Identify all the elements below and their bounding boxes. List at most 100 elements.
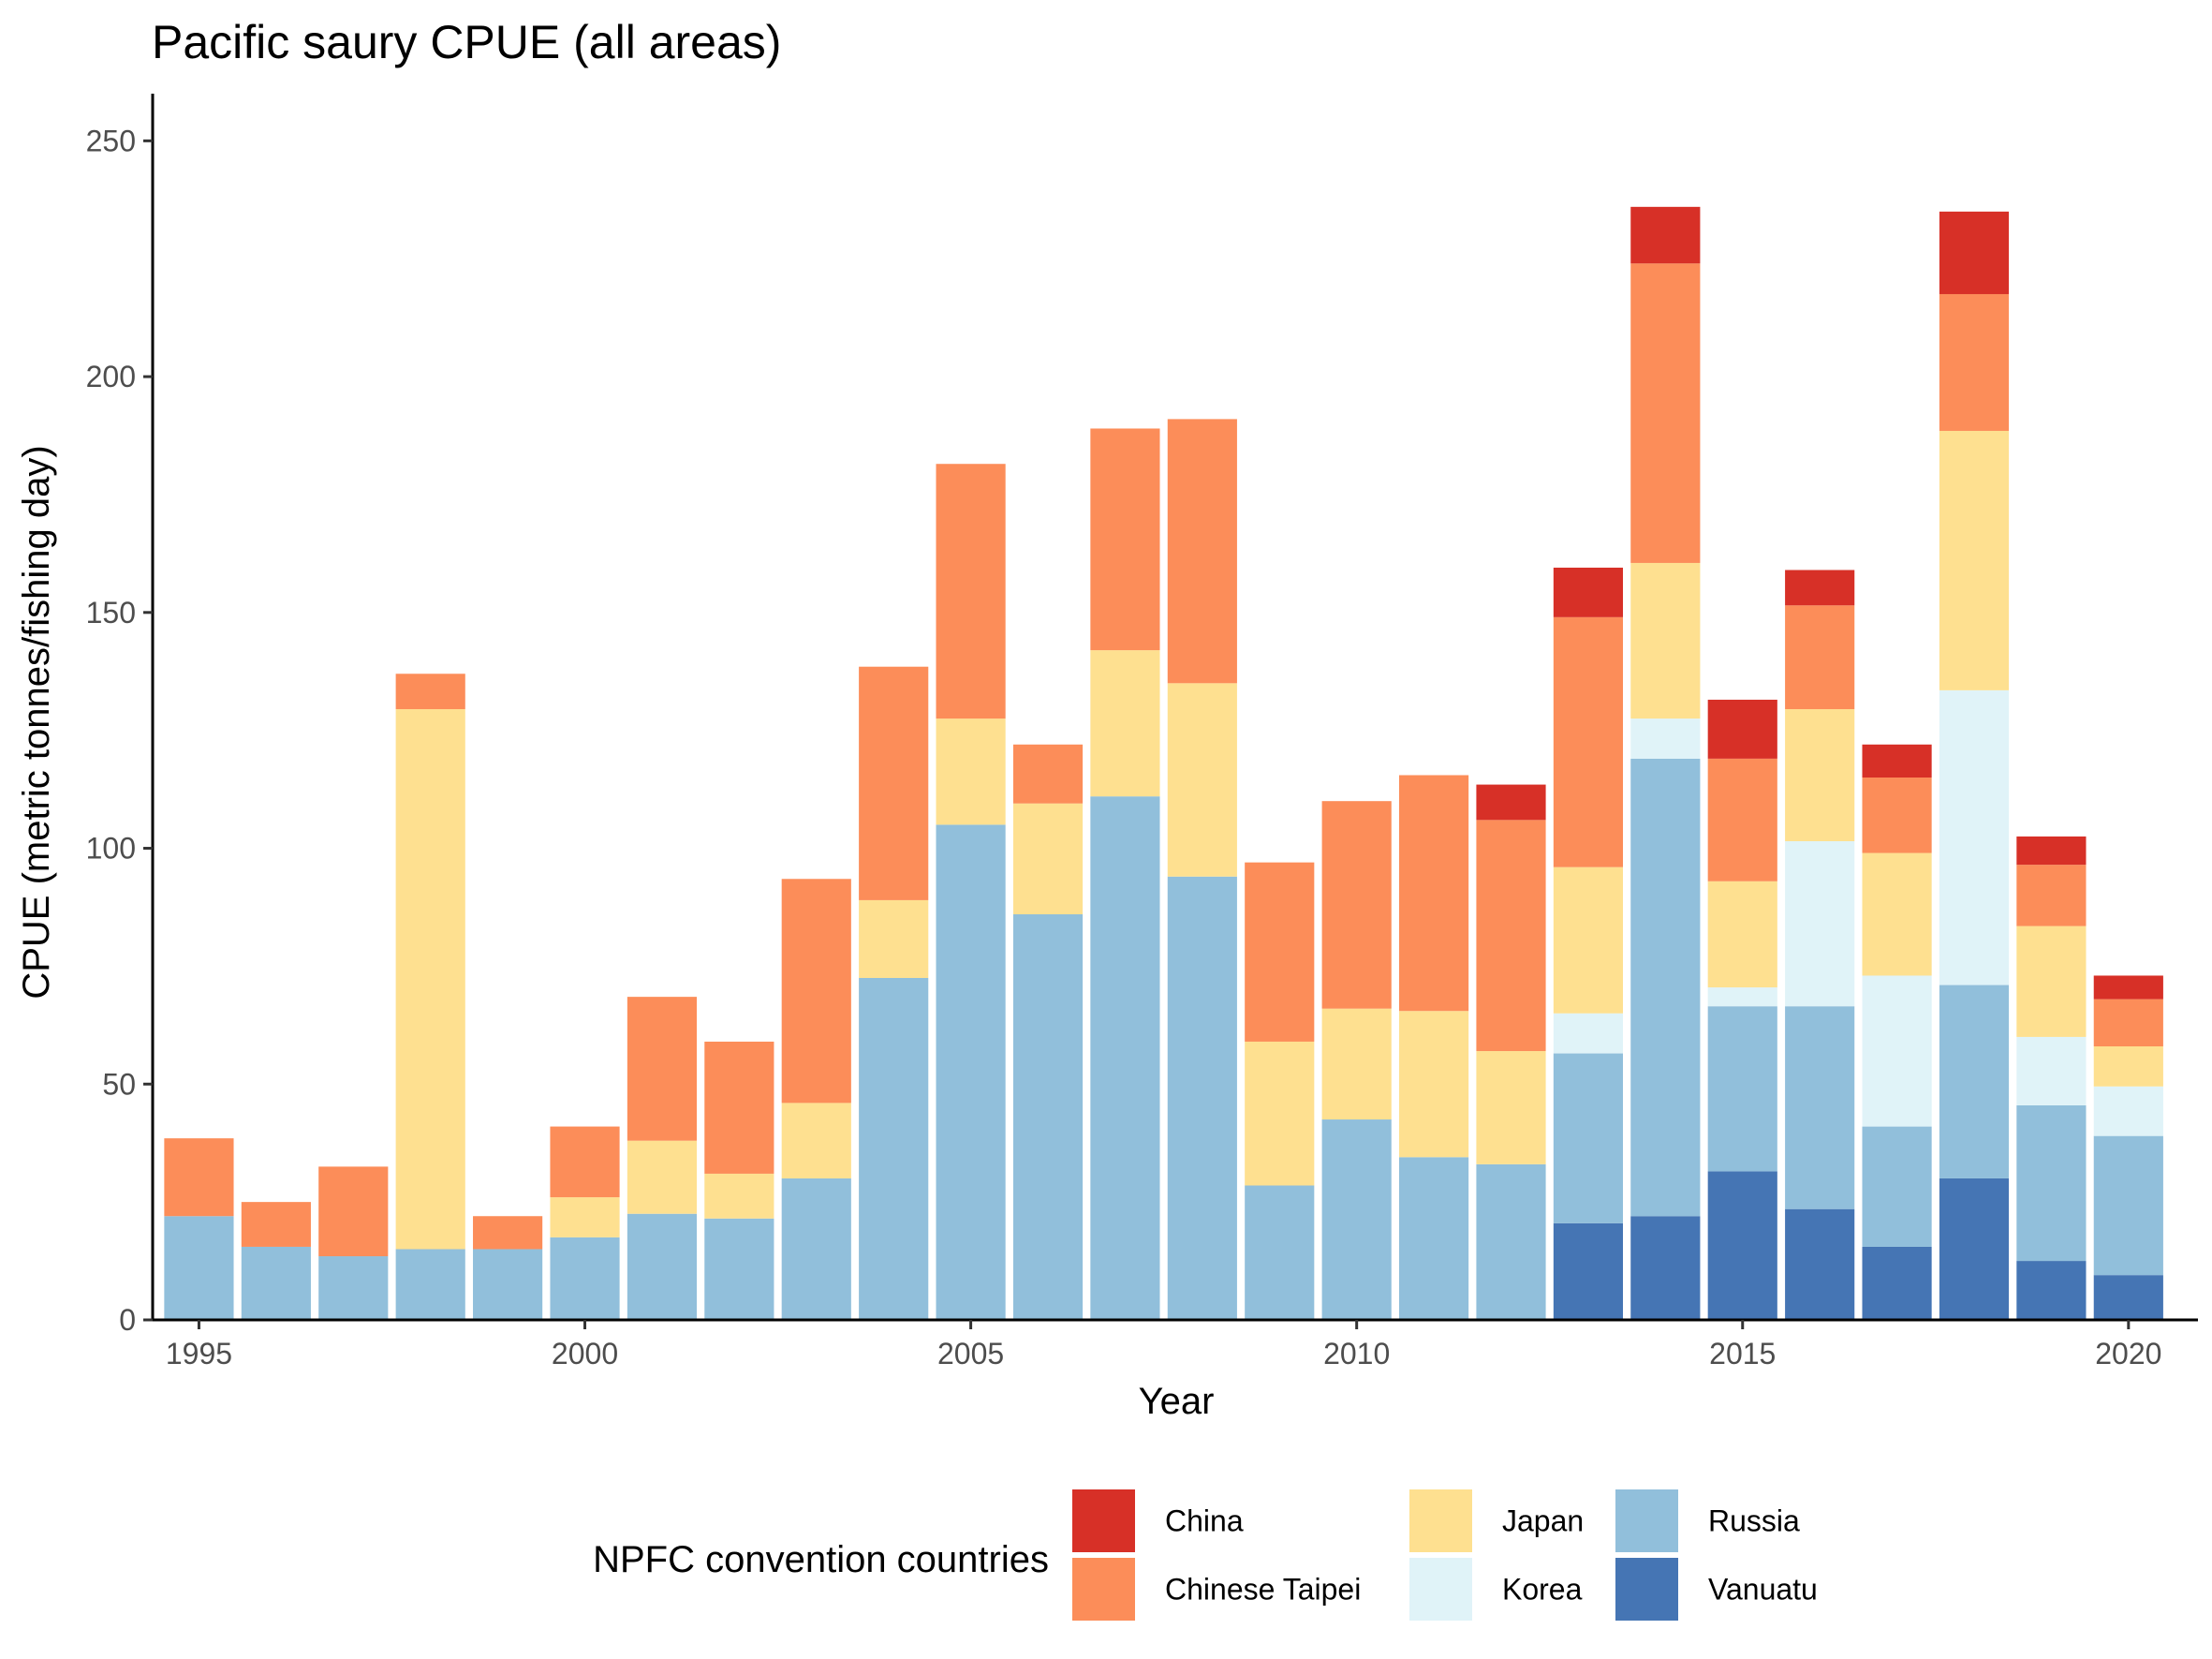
bar-russia-1998: [395, 1249, 465, 1320]
legend-label-chinese-taipei: Chinese Taipei: [1165, 1573, 1361, 1607]
bar-korea-2016: [1785, 840, 1855, 1007]
bar-japan-2004: [859, 899, 929, 978]
bar-russia-2017: [1862, 1126, 1932, 1247]
bar-china-2014: [1630, 206, 1701, 264]
bar-korea-2017: [1862, 975, 1932, 1127]
bar-vanuatu-2014: [1630, 1216, 1701, 1320]
bar-korea-2014: [1630, 718, 1701, 759]
bar-chinese-taipei-2009: [1245, 862, 1315, 1042]
x-tick-label-2010: 2010: [1323, 1337, 1390, 1370]
bar-vanuatu-2015: [1707, 1171, 1777, 1320]
legend-key-china: [1072, 1489, 1135, 1552]
bar-russia-2006: [1012, 914, 1084, 1320]
y-axis-title: CPUE (metric tonnes/fishing day): [16, 445, 57, 999]
bar-japan-2012: [1476, 1051, 1546, 1164]
y-tick-label-50: 50: [102, 1067, 136, 1101]
bar-japan-2006: [1012, 803, 1084, 915]
bar-russia-2019: [2016, 1104, 2087, 1262]
bar-japan-2016: [1785, 709, 1855, 841]
bar-china-2013: [1553, 567, 1623, 617]
bar-russia-2002: [704, 1218, 774, 1320]
legend-label-russia: Russia: [1708, 1504, 1800, 1538]
bar-russia-2014: [1630, 758, 1701, 1217]
bar-china-2018: [1939, 211, 2010, 294]
bar-chinese-taipei-2018: [1939, 293, 2010, 431]
bar-japan-2018: [1939, 430, 2010, 690]
bar-japan-2001: [627, 1140, 698, 1214]
bar-russia-2000: [550, 1237, 620, 1320]
legend-label-korea: Korea: [1502, 1573, 1583, 1607]
bar-russia-2003: [781, 1178, 851, 1320]
legend: NPFC convention countries China Chinese T…: [593, 1489, 1818, 1621]
bar-japan-2014: [1630, 562, 1701, 719]
bar-chinese-taipei-2001: [627, 997, 698, 1141]
bar-chinese-taipei-2016: [1785, 605, 1855, 710]
y-tick-label-200: 200: [86, 360, 136, 393]
y-tick-label-0: 0: [119, 1303, 136, 1337]
bar-china-2019: [2016, 836, 2087, 866]
y-tick-label-100: 100: [86, 832, 136, 866]
bar-japan-2003: [781, 1103, 851, 1178]
bar-chinese-taipei-2015: [1707, 758, 1777, 881]
bar-vanuatu-2017: [1862, 1246, 1932, 1320]
bar-china-2017: [1862, 744, 1932, 778]
bar-russia-2009: [1245, 1185, 1315, 1320]
bar-russia-2008: [1167, 876, 1237, 1320]
x-tick-label-2015: 2015: [1709, 1337, 1776, 1370]
bar-chinese-taipei-2012: [1476, 820, 1546, 1052]
bar-japan-2009: [1245, 1041, 1315, 1186]
x-axis: 1995 2000 2005 2010 2015 2020: [153, 1318, 2198, 1370]
y-tick-label-150: 150: [86, 596, 136, 630]
bar-chinese-taipei-2002: [704, 1041, 774, 1174]
bar-chinese-taipei-2010: [1321, 801, 1392, 1009]
bar-russia-2010: [1321, 1119, 1392, 1320]
bar-chinese-taipei-1997: [318, 1166, 389, 1257]
bar-chinese-taipei-2000: [550, 1126, 620, 1198]
bar-china-2016: [1785, 570, 1855, 606]
bar-russia-1996: [241, 1246, 311, 1320]
x-tick-label-2000: 2000: [552, 1337, 618, 1370]
bar-chinese-taipei-2004: [859, 666, 929, 900]
bar-chinese-taipei-2019: [2016, 865, 2087, 926]
bar-japan-2002: [704, 1173, 774, 1219]
bar-russia-2012: [1476, 1163, 1546, 1320]
bar-vanuatu-2013: [1553, 1222, 1623, 1320]
bar-chinese-taipei-2003: [781, 879, 851, 1104]
bar-chinese-taipei-1998: [395, 674, 465, 710]
bar-chinese-taipei-2020: [2093, 999, 2163, 1046]
bar-russia-2013: [1553, 1053, 1623, 1223]
bar-japan-2008: [1167, 683, 1237, 877]
bar-korea-2019: [2016, 1036, 2087, 1105]
bar-chinese-taipei-2007: [1090, 428, 1160, 651]
legend-label-vanuatu: Vanuatu: [1708, 1573, 1818, 1607]
bar-russia-2011: [1399, 1157, 1469, 1320]
bar-vanuatu-2019: [2016, 1261, 2087, 1320]
bar-chinese-taipei-2011: [1399, 775, 1469, 1012]
y-tick-label-250: 250: [86, 124, 136, 157]
bar-korea-2015: [1707, 987, 1777, 1007]
bar-china-2012: [1476, 784, 1546, 821]
bar-japan-1998: [395, 709, 465, 1250]
bar-russia-2007: [1090, 796, 1160, 1320]
bar-chinese-taipei-2005: [936, 464, 1006, 719]
bar-chinese-taipei-1996: [241, 1202, 311, 1247]
bar-russia-2001: [627, 1213, 698, 1320]
bar-chinese-taipei-2013: [1553, 616, 1623, 867]
bar-korea-2013: [1553, 1013, 1623, 1054]
bar-japan-2017: [1862, 852, 1932, 976]
bar-russia-2004: [859, 977, 929, 1320]
bar-chinese-taipei-1995: [164, 1138, 234, 1217]
legend-key-japan: [1409, 1489, 1472, 1552]
bar-russia-2005: [936, 824, 1006, 1320]
bar-china-2020: [2093, 975, 2163, 1000]
bar-japan-2007: [1090, 650, 1160, 797]
legend-key-russia: [1615, 1489, 1678, 1552]
bar-russia-2020: [2093, 1135, 2163, 1276]
legend-key-korea: [1409, 1558, 1472, 1621]
bar-chinese-taipei-2006: [1012, 744, 1084, 804]
plot-area: [164, 206, 2163, 1320]
legend-key-vanuatu: [1615, 1558, 1678, 1621]
x-axis-title: Year: [1139, 1381, 1215, 1422]
bar-japan-2015: [1707, 881, 1777, 988]
